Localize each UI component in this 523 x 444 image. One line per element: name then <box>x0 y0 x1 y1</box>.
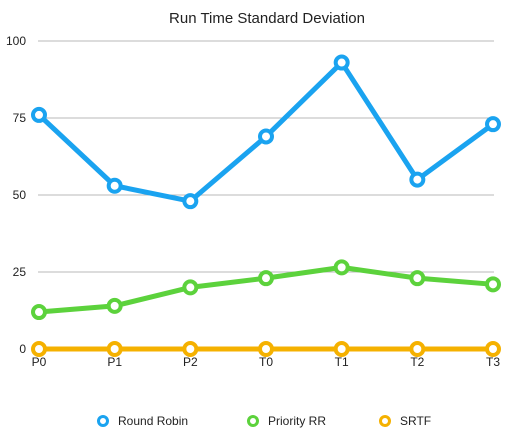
data-point <box>31 341 47 357</box>
series <box>31 54 501 357</box>
y-tick-label: 25 <box>13 265 27 279</box>
data-point <box>182 279 199 296</box>
data-point <box>333 341 350 357</box>
y-tick-label: 75 <box>13 111 27 125</box>
data-point <box>258 270 274 287</box>
chart-title: Run Time Standard Deviation <box>169 10 365 27</box>
data-point <box>333 54 350 71</box>
legend-item: SRTF <box>379 414 431 428</box>
y-axis-ticks: 0 25 50 75 100 <box>6 34 26 356</box>
x-tick-label: T1 <box>335 355 349 369</box>
legend-label: SRTF <box>400 414 431 428</box>
data-point <box>106 341 123 357</box>
y-tick-label: 100 <box>6 34 26 48</box>
legend-item: Round Robin <box>97 414 188 428</box>
x-tick-label: P2 <box>183 355 198 369</box>
data-point <box>409 341 426 357</box>
gridlines <box>38 40 494 350</box>
legend-label: Priority RR <box>268 414 326 428</box>
x-axis-ticks: P0 P1 P2 T0 T1 T2 T3 <box>32 355 501 369</box>
legend-item: Priority RR <box>247 414 326 428</box>
data-point <box>182 341 199 357</box>
x-tick-label: T2 <box>410 355 424 369</box>
y-tick-label: 50 <box>13 188 27 202</box>
data-point <box>106 177 123 194</box>
legend-marker <box>379 415 391 427</box>
data-point <box>182 193 199 210</box>
legend-marker <box>247 415 259 427</box>
legend-label: Round Robin <box>118 414 188 428</box>
series-0 <box>31 54 501 210</box>
data-point <box>31 106 47 123</box>
data-point <box>31 304 47 321</box>
data-point <box>409 270 426 287</box>
legend-marker <box>97 415 109 427</box>
data-point <box>106 297 123 314</box>
data-point <box>485 116 501 133</box>
x-tick-label: T3 <box>486 355 500 369</box>
series-2 <box>31 341 501 357</box>
data-point <box>258 128 274 145</box>
x-tick-label: T0 <box>259 355 273 369</box>
data-point <box>485 341 501 357</box>
data-point <box>258 341 274 357</box>
legend: Round Robin Priority RR SRTF <box>97 414 431 428</box>
data-point <box>409 171 426 188</box>
y-tick-label: 0 <box>19 342 26 356</box>
data-point <box>485 276 501 293</box>
data-point <box>333 259 350 276</box>
series-1 <box>31 259 501 321</box>
x-tick-label: P0 <box>32 355 47 369</box>
x-tick-label: P1 <box>107 355 122 369</box>
